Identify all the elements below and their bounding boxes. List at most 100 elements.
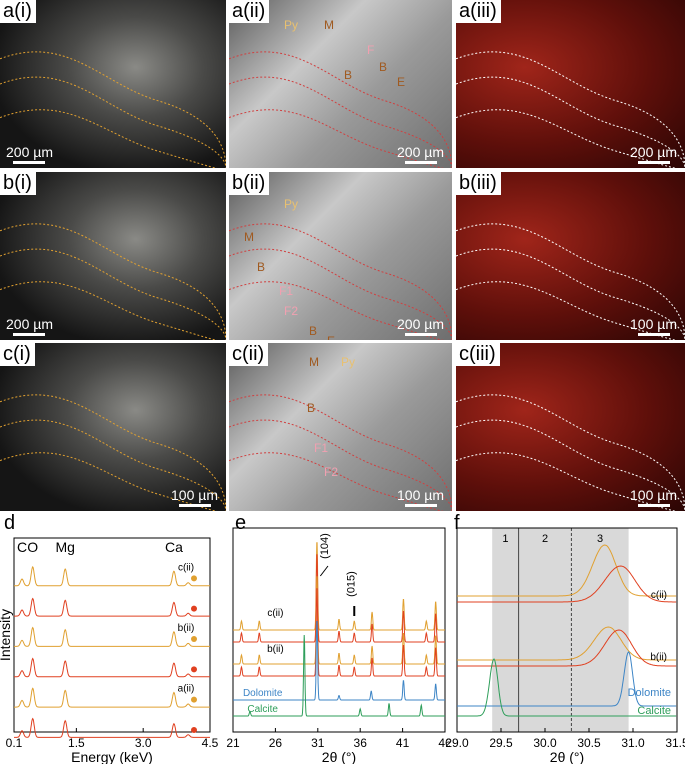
zone-boundary-line <box>456 223 685 340</box>
xrd-series-line <box>233 542 445 631</box>
scale-bar-label: 200 µm <box>6 144 53 160</box>
series-label: b(ii) <box>178 623 195 634</box>
zone-boundary-line <box>0 248 226 340</box>
eds-series-line <box>14 597 210 617</box>
xrd-series-line <box>233 554 445 643</box>
eds-series-line <box>14 565 210 587</box>
scale-bar-line <box>404 161 437 164</box>
series-label: Dolomite <box>628 687 671 699</box>
x-axis-label: 2θ (°) <box>322 749 356 764</box>
eds-series-line <box>14 717 210 738</box>
panel-label: a(i) <box>0 0 36 23</box>
scale-bar-line <box>637 333 670 336</box>
x-tick-label: 0.1 <box>6 736 23 750</box>
scale-bar: 200 µm <box>6 144 53 164</box>
scale-bar: 100 µm <box>630 316 677 336</box>
panel-e-label: e <box>235 512 247 534</box>
x-tick-label: 4.5 <box>202 736 219 750</box>
zone-marker-e: E <box>397 75 406 89</box>
panel-label: c(iii) <box>456 343 500 366</box>
zone-boundaries <box>229 51 452 168</box>
panel-label: b(ii) <box>229 172 270 195</box>
y-axis-label: Intensity <box>0 609 13 661</box>
scale-bar-line <box>637 504 670 507</box>
xrd-pattern-plot: c(ii) b(ii) Dolomite Calcite (104) (015) 21 26 3… <box>226 527 450 764</box>
xrd-zoom-line <box>457 565 677 603</box>
scale-bar: 100 µm <box>630 487 677 507</box>
x-tick-label: 26 <box>269 736 283 750</box>
scale-bar-line <box>178 504 211 507</box>
zone-marker-e: E <box>327 334 335 340</box>
zone-marker-f1: F1 <box>279 284 294 298</box>
scale-bar: 200 µm <box>397 316 444 336</box>
x-tick-label: 41 <box>396 736 410 750</box>
x-tick-label: 29.0 <box>445 736 469 750</box>
zone-marker-b: B <box>257 260 266 274</box>
zone-boundary-line <box>229 394 452 511</box>
zone-boundary-line <box>0 452 226 511</box>
annotation-015: (015) <box>345 571 357 597</box>
scale-bar-line <box>13 333 46 336</box>
x-tick-label: 21 <box>226 736 240 750</box>
zone-marker-b: B <box>379 60 388 74</box>
region-label: 2 <box>542 533 548 545</box>
scale-bar-label: 100 µm <box>171 487 218 503</box>
zone-boundary-line <box>0 109 226 168</box>
micrograph-aiii: a(iii) 200 µm <box>456 0 685 168</box>
xrd-zoom-line <box>457 629 677 667</box>
annotation-arrow <box>319 565 329 577</box>
zone-marker-m: M <box>309 355 319 369</box>
eds-series-line <box>14 657 210 678</box>
zone-boundaries <box>456 394 685 511</box>
zone-boundary-line <box>229 281 452 340</box>
x-tick-label: 30.5 <box>577 736 601 750</box>
panel-label: c(i) <box>0 343 35 366</box>
panel-d-label: d <box>4 512 16 534</box>
peak-label: C <box>17 539 27 555</box>
zone-marker-b: B <box>309 324 318 338</box>
zone-boundary-line <box>229 109 452 168</box>
zone-marker-f1: F1 <box>314 441 329 455</box>
scale-bar-label: 100 µm <box>397 487 444 503</box>
xrd-series-line <box>233 576 445 665</box>
series-label: Calcite <box>637 705 671 717</box>
scale-bar-label: 200 µm <box>397 316 444 332</box>
scale-bar: 200 µm <box>630 144 677 164</box>
xrd-zoom-line <box>457 658 677 717</box>
series-label: Calcite <box>247 704 278 715</box>
micrograph-cii: c(ii) 100 µm M Py B F1 F2 <box>229 343 452 511</box>
series-marker <box>191 696 197 703</box>
series-marker <box>191 666 197 673</box>
xrd-series-line <box>233 588 445 677</box>
x-tick-label: 31 <box>311 736 325 750</box>
x-tick-label: 31.5 <box>665 736 685 750</box>
panel-label: a(ii) <box>229 0 270 23</box>
zone-boundaries <box>456 223 685 340</box>
x-axis-label: 2θ (°) <box>550 749 584 764</box>
x-tick-label: 46 <box>438 736 450 750</box>
zone-boundary-line <box>229 223 452 340</box>
zone-boundaries <box>0 394 226 511</box>
zone-marker-py: Py <box>341 355 356 369</box>
panel-f-label: f <box>454 512 460 534</box>
zone-boundary-line <box>0 281 226 340</box>
zone-boundaries <box>0 223 226 340</box>
zone-boundaries <box>456 51 685 168</box>
micrograph-biii: b(iii) 100 µm <box>456 172 685 340</box>
series-marker <box>191 605 197 612</box>
zone-marker-py: Py <box>284 18 299 32</box>
x-tick-label: 29.5 <box>489 736 513 750</box>
x-tick-label: 3.0 <box>135 736 152 750</box>
panel-label: c(ii) <box>229 343 269 366</box>
scale-bar-label: 100 µm <box>630 316 677 332</box>
series-label: c(ii) <box>651 590 667 601</box>
zone-boundary-line <box>456 51 685 168</box>
region-label: 3 <box>597 533 603 545</box>
x-tick-label: 36 <box>354 736 368 750</box>
micrograph-ci: c(i) 100 µm <box>0 343 226 511</box>
peak-label: Ca <box>165 539 183 555</box>
scale-bar: 100 µm <box>397 487 444 507</box>
zone-boundaries <box>229 223 452 340</box>
x-tick-label: 1.5 <box>68 736 85 750</box>
zone-marker-b: B <box>307 401 316 415</box>
